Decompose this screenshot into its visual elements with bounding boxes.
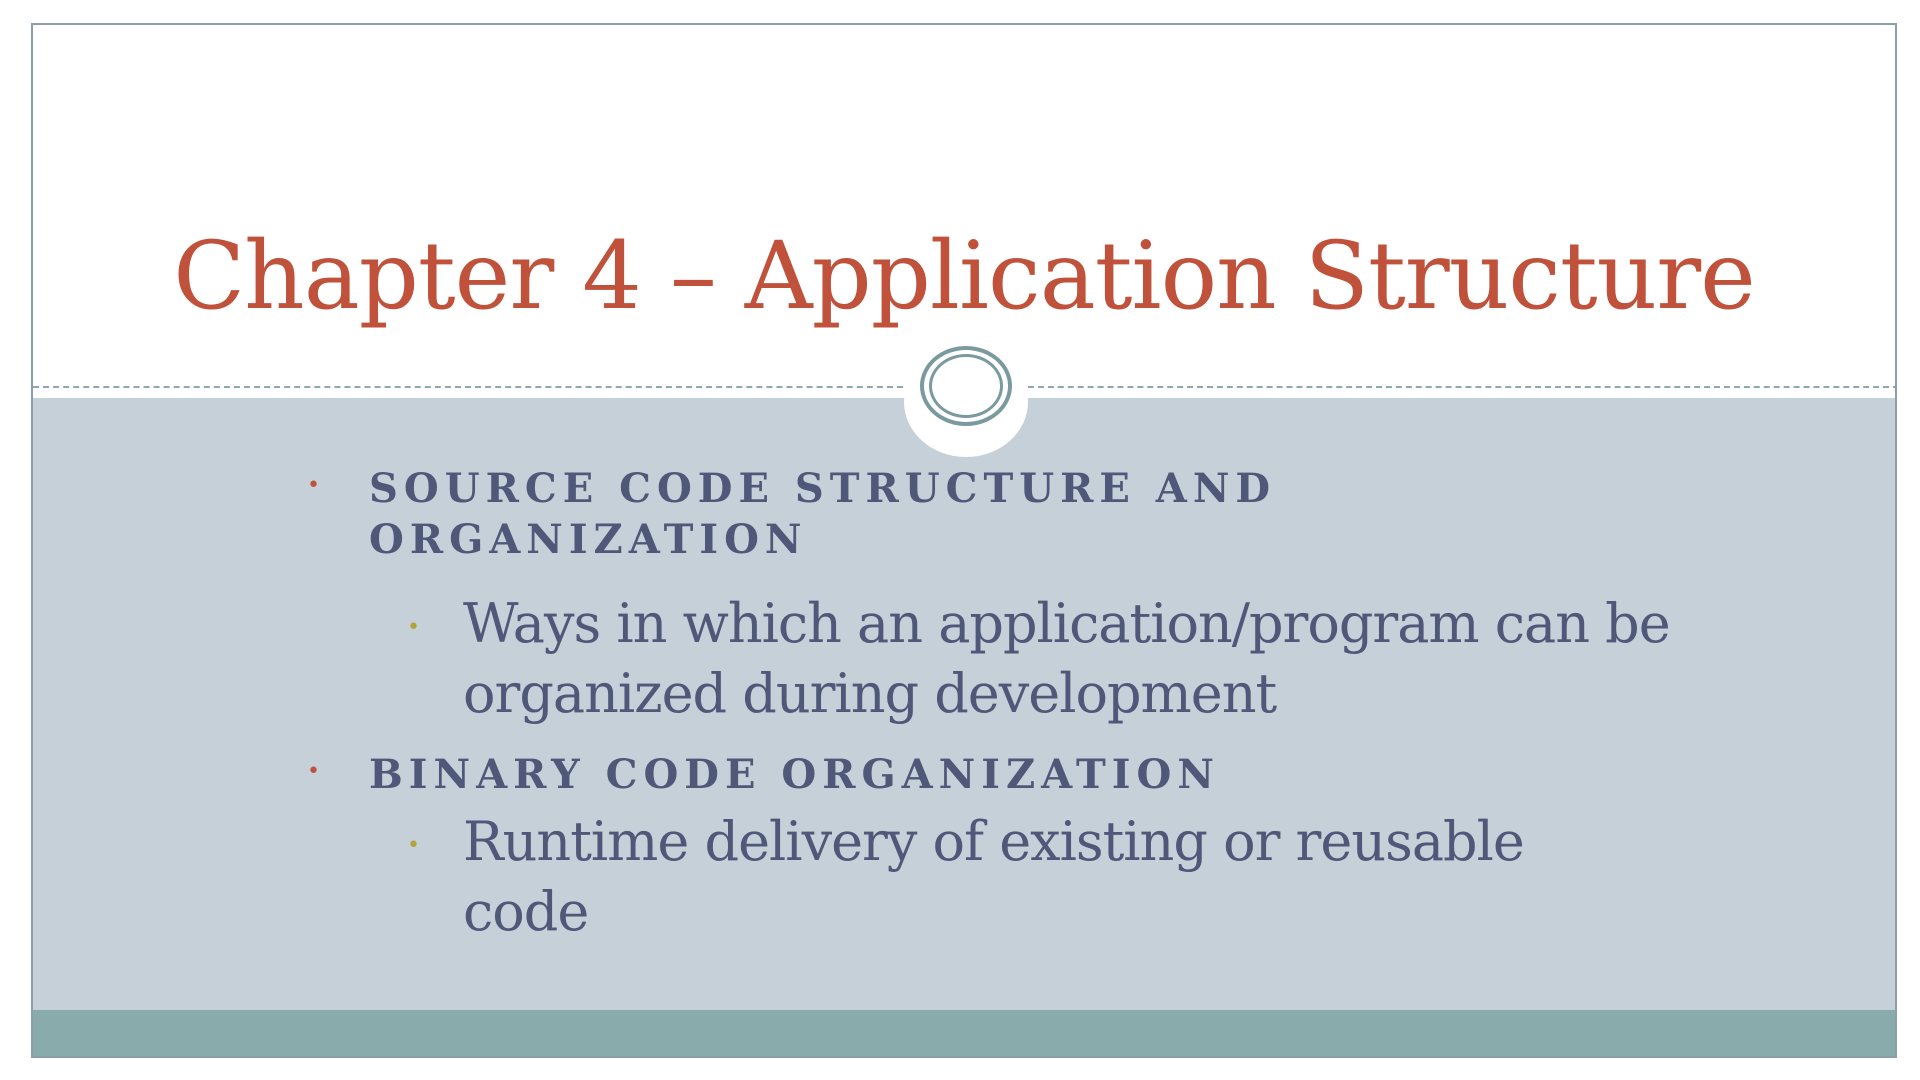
sub-bullet-marker: • <box>407 833 420 858</box>
bullet-heading: Source code structure and organization <box>369 465 1277 563</box>
content-area <box>33 398 1895 1010</box>
slide-title: Chapter 4 – Application Structure <box>173 222 1756 331</box>
bullet-list: • Source code structure and organization… <box>33 25 1895 1056</box>
bullet-marker: • <box>307 759 320 784</box>
bullet-marker: • <box>307 473 320 498</box>
footer-bar <box>33 1010 1895 1056</box>
bullet-heading: Binary code organization <box>369 751 1220 798</box>
slide: Chapter 4 – Application Structure • Sour… <box>31 23 1897 1058</box>
sub-bullet-text: Runtime delivery of existing or reusable… <box>463 810 1525 943</box>
divider-line-left <box>33 386 903 388</box>
divider-line-right <box>1028 386 1895 388</box>
title-area: Chapter 4 – Application Structure <box>33 25 1895 398</box>
ornament-inner-ring <box>929 354 1003 418</box>
sub-bullet-text: Ways in which an application/program can… <box>463 592 1671 725</box>
sub-bullet-marker: • <box>407 615 420 640</box>
